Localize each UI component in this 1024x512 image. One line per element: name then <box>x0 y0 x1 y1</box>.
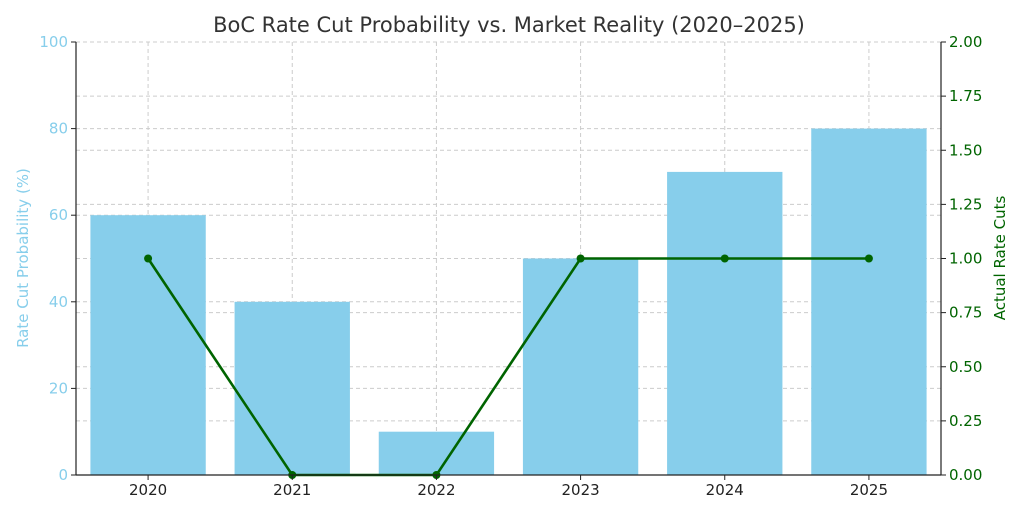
left-tick-label: 20 <box>49 379 68 397</box>
x-tick-label: 2022 <box>417 481 455 499</box>
x-axis-ticks: 2020 2021 2022 2023 2024 2025 <box>129 475 888 499</box>
left-axis-ticks: 0 20 40 60 80 100 <box>39 33 76 484</box>
point-2024 <box>720 254 729 263</box>
right-axis-label: Actual Rate Cuts <box>991 196 1009 321</box>
point-2023 <box>576 254 585 263</box>
right-tick-label: 1.00 <box>949 250 982 268</box>
actual-rate-cuts-line <box>147 257 869 477</box>
left-tick-label: 100 <box>39 33 68 51</box>
point-2020 <box>144 254 153 263</box>
x-tick-label: 2024 <box>706 481 744 499</box>
right-tick-label: 2.00 <box>949 33 982 51</box>
x-tick-label: 2023 <box>561 481 599 499</box>
bar-series <box>90 128 927 475</box>
bar-2025 <box>811 128 927 475</box>
x-tick-label: 2025 <box>850 481 888 499</box>
bar-2021 <box>234 301 350 475</box>
x-tick-label: 2021 <box>273 481 311 499</box>
point-2025 <box>864 254 873 263</box>
right-tick-label: 0.00 <box>949 466 982 484</box>
right-axis-ticks: 0.00 0.25 0.50 0.75 1.00 1.25 1.50 1.75 2.00 <box>941 33 982 484</box>
chart-title: BoC Rate Cut Probability vs. Market Real… <box>213 13 805 37</box>
x-tick-label: 2020 <box>129 481 167 499</box>
bar-2022 <box>378 431 495 475</box>
right-tick-label: 1.50 <box>949 141 982 159</box>
axes-spines <box>75 42 942 476</box>
right-tick-label: 0.75 <box>949 304 982 322</box>
left-tick-label: 40 <box>49 293 68 311</box>
left-axis-label: Rate Cut Probability (%) <box>14 168 32 348</box>
left-tick-label: 60 <box>49 206 68 224</box>
bar-2020 <box>90 215 206 475</box>
right-tick-label: 0.50 <box>949 358 982 376</box>
right-tick-label: 0.25 <box>949 412 982 430</box>
bar-2023 <box>522 258 639 475</box>
left-tick-label: 0 <box>58 466 68 484</box>
line-series <box>144 254 873 479</box>
right-tick-label: 1.75 <box>949 87 982 105</box>
left-tick-label: 80 <box>49 120 68 138</box>
right-tick-label: 1.25 <box>949 195 982 213</box>
bar-2024 <box>667 171 783 475</box>
